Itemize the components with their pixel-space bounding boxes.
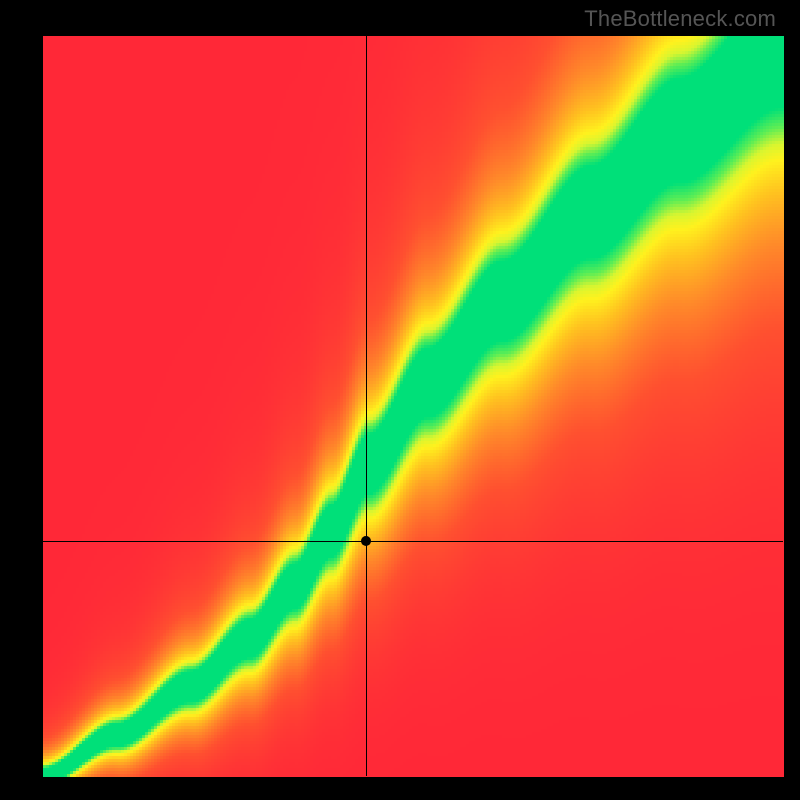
bottleneck-heatmap-canvas bbox=[0, 0, 800, 800]
watermark-text: TheBottleneck.com bbox=[584, 6, 776, 32]
chart-stage: { "meta": { "watermark": "TheBottleneck.… bbox=[0, 0, 800, 800]
